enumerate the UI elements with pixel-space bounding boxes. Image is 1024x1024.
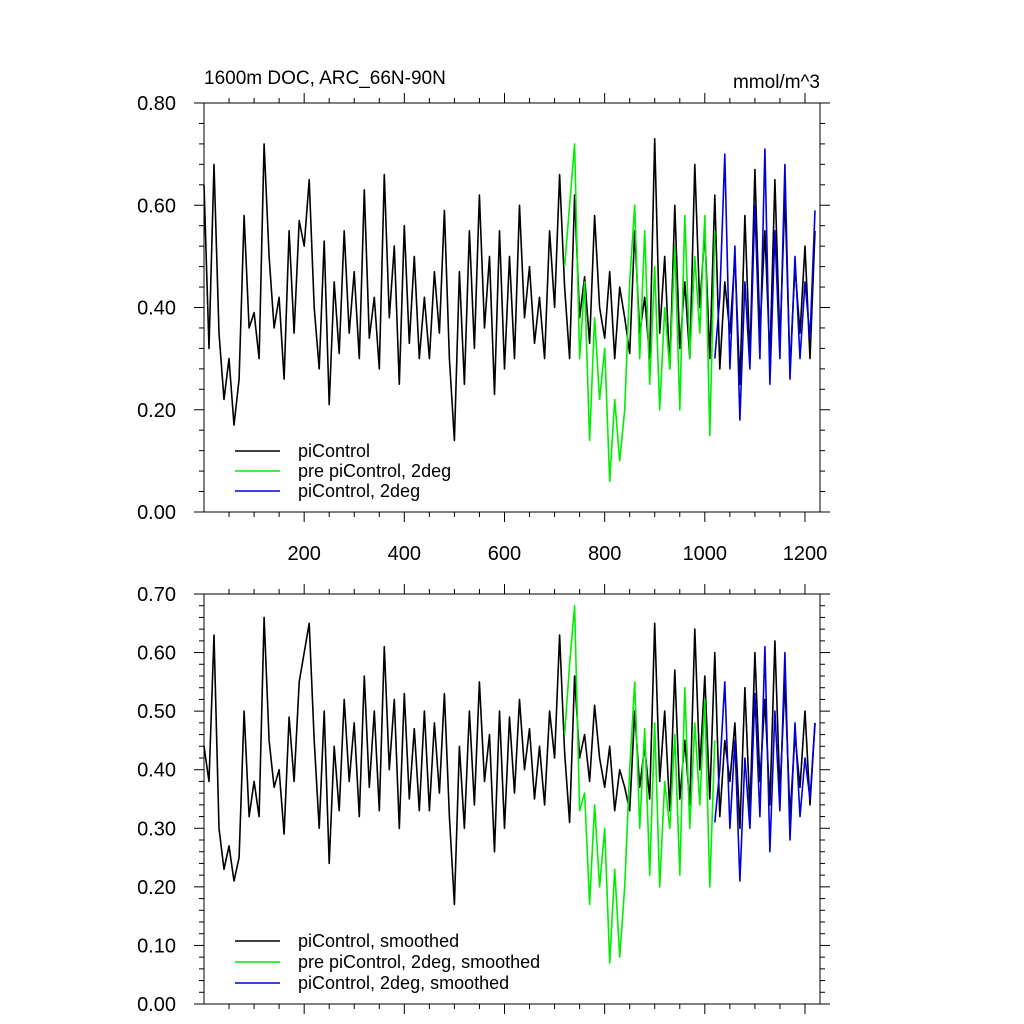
chart-top: 1600m DOC, ARC_66N-90N mmol/m^3 0.00 0.20…: [137, 68, 830, 565]
legend-label-piControl-smoothed: piControl, smoothed: [298, 931, 459, 951]
y-tick-label: 0.10: [137, 935, 176, 957]
y-tick-label: 0.40: [137, 298, 176, 320]
y-tick-label: 0.80: [137, 93, 176, 115]
legend: piControl pre piControl, 2deg piControl,…: [235, 441, 451, 501]
legend: piControl, smoothed pre piControl, 2deg,…: [235, 931, 540, 993]
series-line-pre-picontrol-2deg: [563, 143, 716, 483]
chart-units: mmol/m^3: [733, 72, 820, 93]
y-tick-label: 0.20: [137, 400, 176, 422]
y-tick-label: 0.70: [137, 584, 176, 606]
y-tick-label: 0.60: [137, 643, 176, 665]
y-tick-label: 0.60: [137, 195, 176, 217]
legend-label-pre-piControl-2deg-smoothed: pre piControl, 2deg, smoothed: [298, 952, 540, 972]
series-line-picontrol: [203, 138, 816, 442]
x-tick-label: 600: [488, 543, 521, 565]
series-line-pre-picontrol-2deg-smoothed: [563, 604, 716, 964]
legend-label-pre-piControl-2deg: pre piControl, 2deg: [298, 461, 451, 481]
series-line-picontrol-2deg: [714, 148, 816, 421]
y-tick-label: 0.20: [137, 877, 176, 899]
legend-label-piControl-2deg-smoothed: piControl, 2deg, smoothed: [298, 973, 509, 993]
y-tick-label: 0.00: [137, 994, 176, 1016]
y-tick-label: 0.40: [137, 760, 176, 782]
x-tick-label: 1200: [783, 543, 828, 565]
x-tick-label: 200: [287, 543, 320, 565]
series-line-picontrol-smoothed: [203, 616, 816, 906]
plot-frame: [203, 102, 821, 513]
legend-label-piControl-2deg: piControl, 2deg: [298, 481, 420, 501]
x-tick-label: 400: [388, 543, 421, 565]
series-line-picontrol-2deg-smoothed: [714, 645, 816, 882]
x-tick-label: 800: [588, 543, 621, 565]
y-tick-label: 0.00: [137, 502, 176, 524]
chart-bottom: 0.00 0.10 0.20 0.30 0.40 0.50 0.60 0.70 piContr…: [137, 584, 830, 1016]
plot-frame: [203, 593, 821, 1005]
y-tick-label: 0.30: [137, 818, 176, 840]
chart-title: 1600m DOC, ARC_66N-90N: [204, 68, 446, 89]
x-tick-label: 1000: [683, 543, 728, 565]
legend-label-piControl: piControl: [298, 441, 370, 461]
y-tick-label: 0.50: [137, 701, 176, 723]
